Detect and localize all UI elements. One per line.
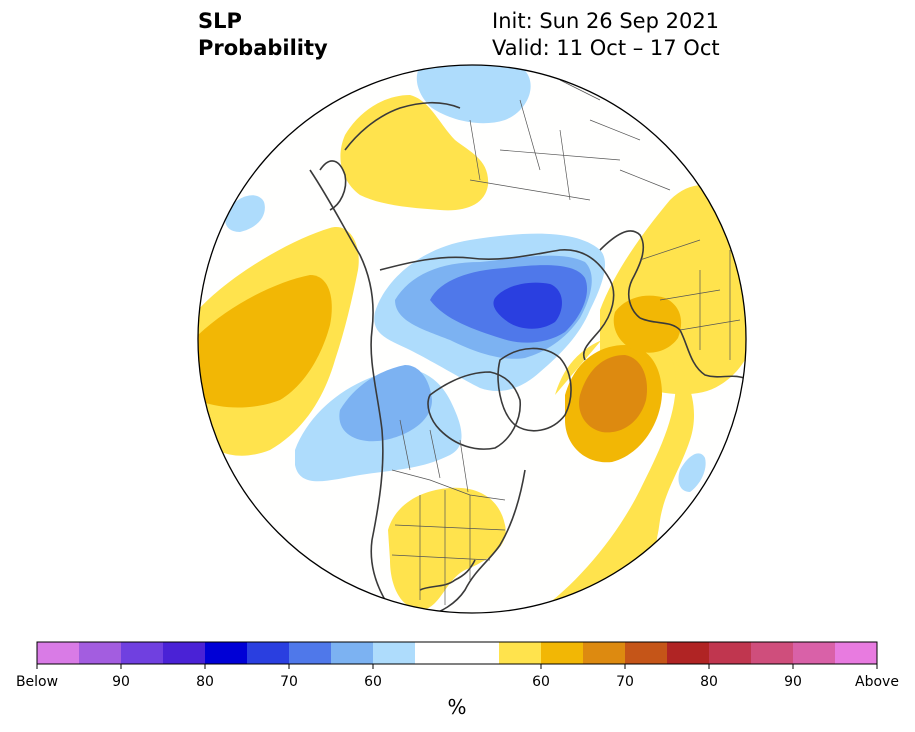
colorbar-bin	[793, 642, 836, 664]
colorbar-bin	[751, 642, 794, 664]
colorbar	[37, 642, 878, 664]
country-borders	[391, 79, 741, 605]
coastline-greenland	[497, 347, 572, 432]
colorbar-tick-label: 60	[532, 674, 550, 690]
border-us-states-1	[419, 490, 471, 605]
colorbar-bin	[499, 642, 542, 664]
colorbar-bin	[667, 642, 710, 664]
colorbar-bin	[415, 642, 458, 664]
below-region-arctic-80	[493, 282, 562, 329]
border-europe	[639, 239, 741, 360]
colorbar-bin	[121, 642, 164, 664]
colorbar-tick-label: 90	[112, 674, 130, 690]
init-date-label: Init: Sun 26 Sep 2021	[492, 9, 720, 33]
above-region-atlantic-65	[579, 355, 648, 433]
colorbar-tick-label: 80	[700, 674, 718, 690]
colorbar-bin	[205, 642, 248, 664]
colorbar-outline	[36, 641, 878, 665]
coastline-eurasia-north	[379, 249, 615, 361]
globe-outline	[197, 64, 747, 614]
colorbar-tick-label: 70	[616, 674, 634, 690]
date-block: Init: Sun 26 Sep 2021 Valid: 11 Oct – 17…	[492, 8, 720, 62]
above-region-europe-60	[613, 295, 682, 353]
colorbar-tick-label: Below	[15, 674, 59, 690]
above-region-usa-55	[388, 487, 506, 610]
colorbar-bin	[37, 642, 80, 664]
colorbar-tick-label: 60	[364, 674, 382, 690]
colorbar-bin	[289, 642, 332, 664]
colorbar-bin	[373, 642, 416, 664]
border-us-states-2	[391, 524, 506, 561]
colorbar-bin	[709, 642, 752, 664]
colorbar-bin	[625, 642, 668, 664]
chart-title-block: SLP Probability	[198, 8, 328, 62]
colorbar-bin	[331, 642, 374, 664]
border-canada-usa	[391, 469, 506, 501]
product-label: Probability	[198, 36, 328, 60]
colorbar-tick-label: Above	[855, 674, 899, 690]
colorbar-bin	[583, 642, 626, 664]
colorbar-tick-label: 70	[280, 674, 298, 690]
colorbar-bin	[457, 642, 500, 664]
coastline-north-america-west	[309, 169, 396, 613]
colorbar-bin	[541, 642, 584, 664]
border-russia-2	[469, 149, 621, 201]
below-region-canada-70	[339, 365, 432, 442]
above-region-siberia-55	[340, 95, 489, 211]
colorbar-ticks	[36, 664, 878, 669]
colorbar-tick-label: 80	[196, 674, 214, 690]
border-canada-provinces	[399, 419, 469, 493]
below-region-pacific-60	[225, 195, 265, 232]
border-asia	[559, 79, 671, 191]
coastline-north-america-east	[429, 469, 526, 613]
above-region-pacific-60	[198, 275, 332, 408]
border-russia-1	[469, 99, 571, 201]
coastline-scandinavia	[599, 230, 645, 319]
colorbar-unit-label: %	[447, 695, 467, 719]
colorbar-tick-label: 90	[784, 674, 802, 690]
colorbar-bin	[835, 642, 878, 664]
probability-fields	[198, 65, 746, 613]
variable-label: SLP	[198, 9, 242, 33]
below-region-top-60	[416, 65, 531, 124]
below-region-atlantic-60	[678, 453, 706, 492]
valid-date-label: Valid: 11 Oct – 17 Oct	[492, 36, 720, 60]
coastline-kamchatka	[319, 160, 347, 211]
colorbar-bin	[247, 642, 290, 664]
coastline-europe-west	[639, 317, 746, 381]
coastline-gulf	[419, 559, 476, 591]
coastline-asia-east	[344, 101, 461, 151]
colorbar-bin	[163, 642, 206, 664]
coastlines	[309, 101, 746, 613]
colorbar-bin	[79, 642, 122, 664]
